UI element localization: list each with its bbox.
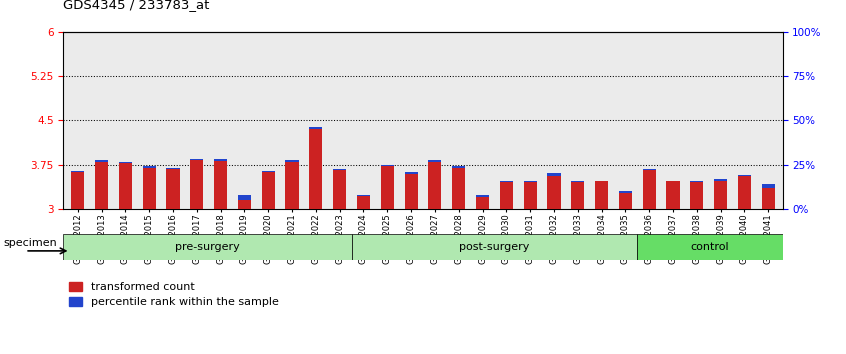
Bar [547, 173, 561, 176]
Bar [643, 169, 656, 170]
Bar [261, 171, 275, 209]
Bar [547, 176, 561, 209]
Bar [761, 184, 775, 188]
Bar [214, 159, 228, 209]
Bar [238, 195, 251, 200]
Bar [618, 191, 632, 193]
Bar [214, 159, 228, 161]
Bar [428, 160, 442, 162]
Bar [333, 169, 346, 209]
Bar [285, 160, 299, 162]
Bar [428, 160, 442, 209]
Bar [352, 234, 637, 260]
Bar [167, 167, 179, 209]
Bar [167, 167, 179, 169]
Bar [524, 181, 536, 182]
Bar [333, 169, 346, 170]
Bar [618, 191, 632, 209]
Bar [714, 179, 728, 181]
Bar [118, 162, 132, 163]
Bar [285, 160, 299, 209]
Bar [357, 195, 370, 196]
Bar [381, 165, 394, 209]
Bar [63, 234, 352, 260]
Text: GDS4345 / 233783_at: GDS4345 / 233783_at [63, 0, 210, 11]
Bar [524, 181, 536, 209]
Bar [118, 162, 132, 209]
Bar [404, 172, 418, 174]
Bar [310, 127, 322, 129]
Bar [310, 127, 322, 209]
Bar [637, 234, 783, 260]
Bar [143, 166, 156, 168]
Bar [643, 169, 656, 209]
Bar [261, 171, 275, 172]
Bar [571, 181, 585, 182]
Bar [714, 179, 728, 209]
Bar [143, 166, 156, 209]
Bar [95, 160, 108, 209]
Bar [690, 181, 703, 209]
Bar [667, 181, 679, 209]
Bar [500, 181, 513, 182]
Bar [595, 181, 608, 209]
Bar [738, 175, 751, 209]
Bar [738, 175, 751, 176]
Bar [690, 181, 703, 182]
Bar [71, 171, 85, 172]
Bar [761, 188, 775, 209]
Bar [190, 159, 203, 209]
Bar [452, 166, 465, 209]
Text: post-surgery: post-surgery [459, 242, 530, 252]
Text: control: control [690, 242, 729, 252]
Bar [71, 171, 85, 209]
Legend: transformed count, percentile rank within the sample: transformed count, percentile rank withi… [69, 282, 279, 307]
Text: pre-surgery: pre-surgery [175, 242, 240, 252]
Bar [238, 200, 251, 209]
Bar [95, 160, 108, 162]
Bar [452, 166, 465, 168]
Bar [571, 181, 585, 209]
Bar [381, 165, 394, 166]
Bar [500, 182, 513, 209]
Text: specimen: specimen [3, 238, 58, 248]
Bar [476, 195, 489, 197]
Bar [476, 195, 489, 209]
Bar [357, 196, 370, 209]
Bar [190, 159, 203, 160]
Bar [404, 172, 418, 209]
